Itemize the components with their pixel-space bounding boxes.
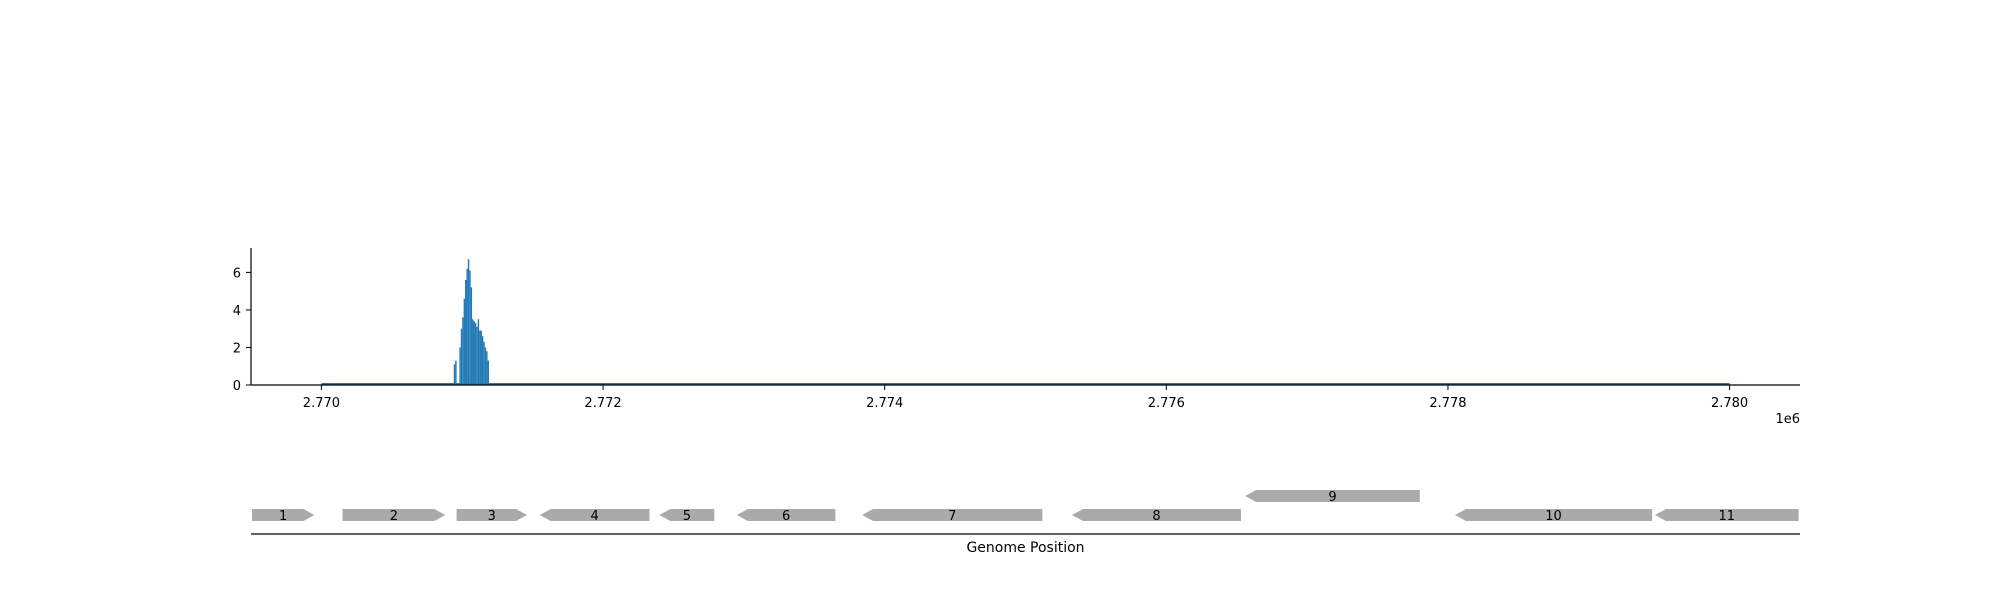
coverage-bar: [467, 259, 470, 385]
gene-label: 2: [390, 509, 398, 524]
gene-arrow: [1071, 509, 1241, 521]
x-tick-label: 2.774: [866, 396, 903, 411]
coverage-bar: [473, 321, 475, 385]
x-tick-label: 2.778: [1429, 396, 1466, 411]
gene-label: 9: [1328, 490, 1336, 505]
gene-arrow: [862, 509, 1043, 521]
coverage-plot: 0 2 4 6 2.770 2.772 2.774 2.776 2.778 2.780 1e6: [233, 248, 1800, 427]
gene-label: 1: [279, 509, 287, 524]
coverage-bar: [484, 347, 487, 385]
gene-arrow: [456, 509, 528, 521]
x-axis-ticks: 2.770 2.772 2.774 2.776 2.778 2.780: [303, 385, 1748, 411]
gene-label: 11: [1719, 509, 1736, 524]
gene-label: 7: [948, 509, 956, 524]
coverage-bar: [465, 279, 467, 385]
coverage-bar: [480, 330, 482, 385]
coverage-bar: [483, 341, 485, 385]
x-tick-label: 2.776: [1148, 396, 1185, 411]
coverage-bar: [477, 319, 480, 385]
genome-axis-title: Genome Position: [966, 540, 1084, 556]
gene-label: 3: [488, 509, 496, 524]
coverage-bar: [474, 323, 477, 385]
coverage-bar: [460, 328, 463, 385]
coverage-bar: [453, 364, 456, 385]
gene-arrow: [342, 509, 446, 521]
gene-arrow: [1654, 509, 1799, 521]
gene-label: 5: [683, 509, 691, 524]
coverage-bar: [462, 317, 464, 385]
gene-arrow: [736, 509, 836, 521]
y-tick-label: 4: [233, 304, 241, 319]
gene-arrow: [1245, 490, 1420, 502]
coverage-bar: [455, 360, 457, 385]
coverage-bar: [486, 351, 488, 385]
gene-arrows: 1 2 3 4 5 6 7 8 9 10 11: [252, 490, 1799, 524]
y-axis-ticks: 0 2 4 6: [233, 266, 251, 394]
coverage-bar: [466, 268, 468, 385]
y-tick-label: 0: [233, 379, 241, 394]
coverage-bar: [481, 336, 484, 385]
coverage-bar: [469, 270, 471, 385]
x-tick-label: 2.772: [584, 396, 621, 411]
gene-arrow: [1454, 509, 1653, 521]
x-axis-offset-label: 1e6: [1775, 412, 1800, 427]
y-tick-label: 2: [233, 341, 241, 356]
x-tick-label: 2.770: [303, 396, 340, 411]
coverage-bar: [470, 287, 473, 385]
coverage-bar: [472, 319, 474, 385]
gene-label: 10: [1545, 509, 1562, 524]
coverage-bar: [487, 360, 489, 385]
coverage-bar: [479, 330, 481, 385]
gene-arrow: [539, 509, 650, 521]
gene-label: 6: [782, 509, 790, 524]
coverage-series: [453, 259, 489, 385]
coverage-bar: [459, 347, 461, 385]
y-tick-label: 6: [233, 266, 241, 281]
x-tick-label: 2.780: [1711, 396, 1748, 411]
gene-label: 8: [1152, 509, 1160, 524]
gene-track: 1 2 3 4 5 6 7 8 9 10 11 Genome Position: [251, 490, 1800, 556]
gene-arrow: [252, 509, 315, 521]
coverage-bar: [476, 326, 478, 385]
gene-label: 4: [590, 509, 598, 524]
coverage-bar: [463, 298, 466, 385]
gene-arrow: [659, 509, 715, 521]
